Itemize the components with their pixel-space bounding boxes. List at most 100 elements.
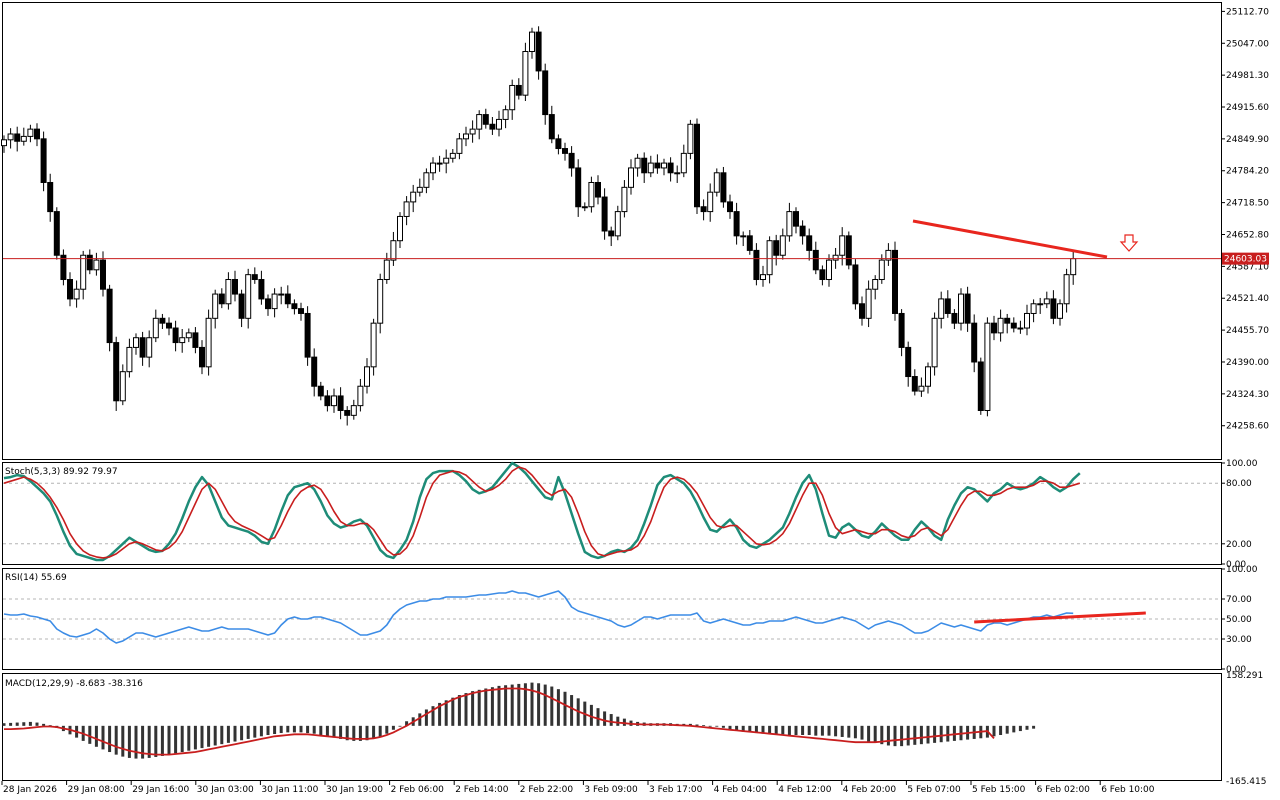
time-label-17: 6 Feb 10:00 <box>1101 785 1155 795</box>
macd-bar <box>15 722 19 726</box>
candle-body <box>707 191 714 213</box>
candle <box>93 252 100 276</box>
macd-bar <box>273 725 277 735</box>
candle <box>265 294 271 316</box>
candle-body <box>364 366 370 387</box>
macd-bar <box>556 689 560 726</box>
macd-signal-series <box>4 687 995 756</box>
candle-body <box>423 172 430 188</box>
candle-body <box>311 356 318 387</box>
candle-body <box>245 274 252 319</box>
candle-body <box>265 298 271 310</box>
candle-body <box>410 191 417 203</box>
candle <box>812 241 819 275</box>
price-tick-label-12: 24324.30 <box>1226 390 1269 400</box>
candle-body <box>331 395 337 407</box>
candle <box>476 110 483 140</box>
candle <box>964 286 971 332</box>
macd-bar <box>451 697 455 726</box>
candle <box>674 165 681 183</box>
candle <box>1017 320 1024 334</box>
macd-bar <box>952 725 956 741</box>
stoch-axis-tick-label-2: 20.00 <box>1226 540 1252 550</box>
candle-body <box>661 162 667 169</box>
stoch-series <box>3 461 1081 562</box>
candle <box>977 357 984 415</box>
candle <box>152 309 159 343</box>
candle <box>489 117 496 135</box>
candle <box>720 166 727 208</box>
macd-bar <box>695 724 699 726</box>
rsi-trendline[interactable] <box>974 611 1146 624</box>
macd-bar <box>688 723 692 726</box>
candle-body <box>139 337 146 358</box>
candle-body <box>713 172 720 193</box>
candle <box>522 42 529 101</box>
candle <box>845 231 852 270</box>
candle <box>357 378 364 412</box>
candle-body <box>898 312 905 348</box>
macd-bar <box>754 725 758 734</box>
time-label-16: 6 Feb 02:00 <box>1037 785 1091 795</box>
candle-body <box>225 279 232 305</box>
candle <box>542 63 549 125</box>
macd-bar <box>570 695 574 726</box>
candle-body <box>938 298 945 319</box>
stoch-panel-frame <box>2 462 1222 565</box>
candle <box>251 267 258 284</box>
macd-bar <box>497 685 501 726</box>
candle-body <box>60 254 67 281</box>
candle-body <box>7 133 14 141</box>
candle-body <box>621 186 628 213</box>
candle-body <box>964 293 971 324</box>
rsi-axis-tick-label-4: 0.00 <box>1226 665 1246 675</box>
candle-body <box>179 337 186 344</box>
macd-histogram <box>2 682 1036 759</box>
candle-body <box>819 269 826 281</box>
candle <box>205 309 212 376</box>
candle-body <box>34 128 40 140</box>
price-trendline[interactable] <box>912 219 1108 259</box>
macd-signal-line <box>4 687 995 756</box>
candle <box>212 289 219 329</box>
candle <box>410 184 417 213</box>
candle-body <box>251 274 258 281</box>
candle-body <box>53 211 60 256</box>
candle <box>509 79 516 120</box>
candle-body <box>73 288 80 300</box>
macd-bar <box>332 725 336 738</box>
candle <box>232 270 238 302</box>
candle <box>839 227 846 266</box>
macd-bar <box>781 725 785 735</box>
candle <box>482 108 489 129</box>
candle-body <box>80 254 87 290</box>
macd-bar <box>306 725 310 734</box>
macd-bar <box>1018 725 1022 732</box>
candle-body <box>878 259 885 281</box>
time-label-7: 2 Feb 14:00 <box>455 785 509 795</box>
candle-body <box>535 31 542 72</box>
candle-body <box>416 186 423 193</box>
macd-bar <box>174 725 178 754</box>
candle <box>548 105 555 144</box>
candle <box>159 313 166 329</box>
candle-body <box>159 317 166 324</box>
candle <box>911 369 918 396</box>
candle <box>113 336 120 411</box>
time-label-2: 29 Jan 16:00 <box>132 785 189 795</box>
candle <box>317 381 324 401</box>
macd-bar <box>926 725 930 744</box>
price-tick-label-9: 24521.40 <box>1226 294 1269 304</box>
candle <box>218 288 225 309</box>
macd-bar <box>471 691 475 726</box>
macd-bar <box>134 725 138 759</box>
candle-body <box>885 249 892 261</box>
candle <box>641 152 648 183</box>
candle-body <box>93 259 100 271</box>
candle-body <box>509 84 516 111</box>
candle-body <box>746 235 753 251</box>
candle <box>872 275 879 300</box>
candle <box>1043 291 1050 309</box>
candle-body <box>291 303 298 310</box>
